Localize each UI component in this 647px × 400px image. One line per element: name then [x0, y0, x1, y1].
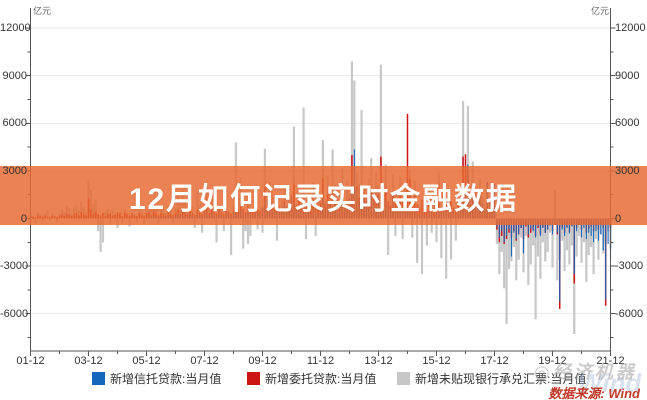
page-title: 12月如何记录实时金融数据	[128, 182, 519, 216]
legend-item-trust-loans: 新增信托贷款:当月值	[92, 371, 222, 386]
legend-label: 新增信托贷款:当月值	[110, 371, 222, 386]
wind-ghost-watermark: Wind	[578, 368, 642, 398]
legend-item-entrusted-loans: 新增委托贷款:当月值	[247, 371, 377, 386]
legend-swatch-gray	[397, 371, 410, 385]
legend-swatch-blue	[92, 371, 105, 385]
legend-label: 新增委托贷款:当月值	[265, 371, 377, 386]
legend-swatch-red	[247, 371, 260, 385]
chart-legend: 新增信托贷款:当月值 新增委托贷款:当月值 新增未贴现银行承兑汇票:当月值	[0, 371, 647, 387]
data-source-label: 数据来源: Wind	[548, 386, 640, 400]
legend-item-bank-acceptance-bills: 新增未贴现银行承兑汇票:当月值	[397, 371, 587, 386]
brand-watermark: ◎经济机器	[534, 362, 637, 382]
title-banner: 12月如何记录实时金融数据	[0, 166, 647, 225]
legend-label: 新增未贴现银行承兑汇票:当月值	[415, 371, 587, 386]
